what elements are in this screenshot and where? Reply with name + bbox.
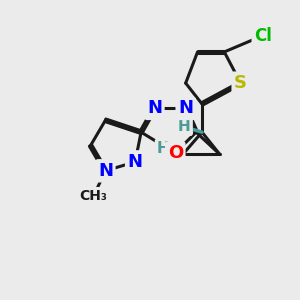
Text: N: N [128,153,142,171]
Text: H: H [178,119,190,134]
FancyBboxPatch shape [83,189,104,203]
FancyBboxPatch shape [128,155,142,169]
FancyBboxPatch shape [253,28,273,43]
Text: CH₃: CH₃ [80,189,107,203]
FancyBboxPatch shape [168,146,183,160]
Text: Cl: Cl [254,27,272,45]
Text: H: H [157,141,170,156]
FancyBboxPatch shape [157,142,170,155]
FancyBboxPatch shape [179,102,192,115]
Text: N: N [178,99,193,117]
FancyBboxPatch shape [148,102,161,115]
FancyBboxPatch shape [178,119,191,133]
FancyBboxPatch shape [233,76,248,91]
Text: S: S [234,74,247,92]
Text: O: O [168,144,183,162]
Text: N: N [147,99,162,117]
FancyBboxPatch shape [99,164,112,178]
Text: N: N [98,162,113,180]
